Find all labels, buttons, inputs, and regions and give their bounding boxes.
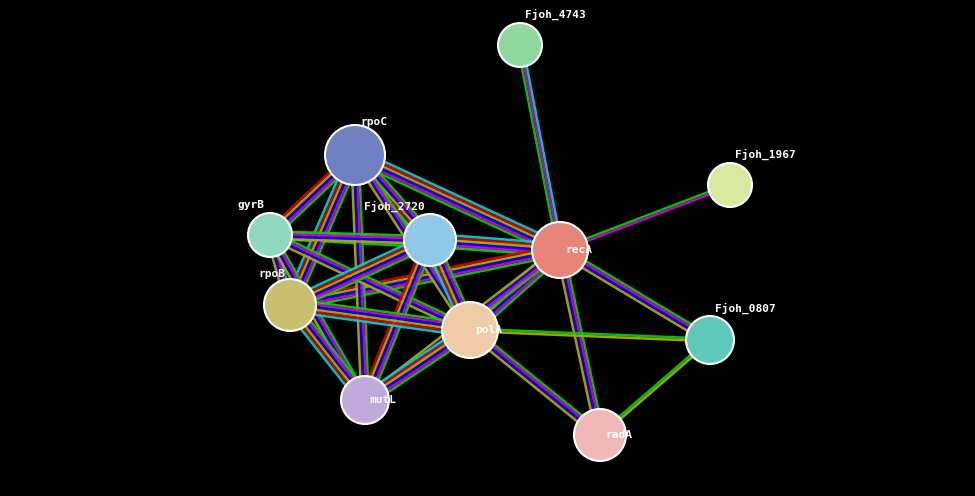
Circle shape [341,376,389,424]
Text: Fjoh_0807: Fjoh_0807 [715,303,776,314]
Text: polA: polA [475,325,502,335]
Text: Fjoh_1967: Fjoh_1967 [735,149,796,160]
Circle shape [264,279,316,331]
Text: rpoB: rpoB [258,269,285,279]
Circle shape [708,163,752,207]
Circle shape [532,222,588,278]
Circle shape [686,316,734,364]
Circle shape [442,302,498,358]
Text: radA: radA [605,430,632,440]
Text: gyrB: gyrB [238,200,265,210]
Text: recA: recA [565,245,592,255]
Circle shape [574,409,626,461]
Text: Fjoh_4743: Fjoh_4743 [525,9,586,20]
Circle shape [404,214,456,266]
Text: rpoC: rpoC [360,117,387,127]
Text: Fjoh_2720: Fjoh_2720 [365,201,425,212]
Text: mutL: mutL [370,395,397,405]
Circle shape [248,213,292,257]
Circle shape [498,23,542,67]
Circle shape [325,125,385,185]
